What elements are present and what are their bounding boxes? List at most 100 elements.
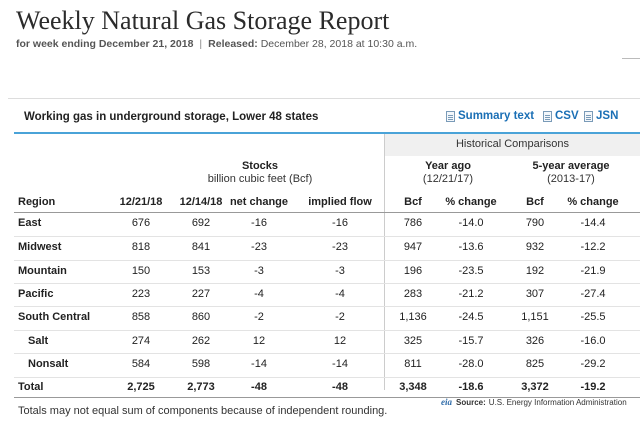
column-header: % change [445, 196, 497, 208]
table-cell: 598 [191, 358, 211, 370]
table-cell: 326 [525, 335, 545, 347]
row-divider [14, 283, 640, 284]
row-label: Midwest [18, 241, 62, 253]
table-cell: 2,725 [127, 381, 155, 393]
source-label: Source: [456, 397, 486, 407]
table-cell: -23.5 [458, 265, 484, 277]
table-cell: -23 [251, 241, 267, 253]
table-cell: 947 [403, 241, 423, 253]
table-cell: -23 [332, 241, 348, 253]
five-year-range: (2013-17) [547, 173, 595, 185]
table-cell: -2 [335, 311, 345, 323]
table-caption: Working gas in underground storage, Lowe… [24, 111, 319, 123]
table-cell: -24.5 [458, 311, 484, 323]
table-cell: 584 [131, 358, 151, 370]
report-meta: for week ending December 21, 2018 | Releas… [16, 38, 417, 50]
row-label: Salt [28, 335, 49, 347]
table-cell: 841 [191, 241, 211, 253]
year-ago-date: (12/21/17) [422, 173, 474, 185]
row-label: Mountain [18, 265, 67, 277]
stocks-group-header: Stocks billion cubic feet (Bcf) [180, 160, 340, 186]
table-cell: 227 [191, 288, 211, 300]
table-cell: -18.6 [458, 381, 484, 393]
row-divider [14, 236, 640, 237]
row-label: South Central [18, 311, 91, 323]
table-cell: -27.4 [580, 288, 606, 300]
table-cell: -16.0 [580, 335, 606, 347]
historical-divider [384, 156, 385, 390]
historical-comparisons-header: Historical Comparisons [384, 134, 640, 156]
summary-text-link[interactable]: Summary text [446, 110, 534, 122]
table-cell: -28.0 [458, 358, 484, 370]
table-cell: -13.6 [458, 241, 484, 253]
column-header: Region [18, 196, 56, 208]
row-divider [14, 306, 640, 307]
table-cell: 825 [525, 358, 545, 370]
csv-link[interactable]: CSV [543, 110, 579, 122]
table-cell: -21.2 [458, 288, 484, 300]
table-cell: 676 [131, 217, 151, 229]
table-cell: -12.2 [580, 241, 606, 253]
table-cell: 1,151 [521, 311, 549, 323]
table-cell: -48 [332, 381, 348, 393]
year-ago-title: Year ago [425, 160, 471, 172]
table-cell: -14 [251, 358, 267, 370]
table-cell: 262 [191, 335, 211, 347]
year-ago-group-header: Year ago (12/21/17) [398, 160, 498, 186]
csv-label: CSV [555, 110, 579, 122]
five-year-group-header: 5-year average (2013-17) [516, 160, 626, 186]
table-cell: -48 [251, 381, 267, 393]
table-cell: 153 [191, 265, 211, 277]
caption-underline [14, 132, 640, 134]
table-cell: 858 [131, 311, 151, 323]
table-cell: 860 [191, 311, 211, 323]
source-value: U.S. Energy Information Administration [488, 397, 627, 407]
table-cell: 932 [525, 241, 545, 253]
summary-text-label: Summary text [458, 110, 535, 122]
table-cell: -29.2 [580, 358, 606, 370]
table-cell: 283 [403, 288, 423, 300]
column-header: 12/14/18 [179, 196, 223, 208]
table-cell: -16 [332, 217, 348, 229]
column-header: 12/21/18 [119, 196, 163, 208]
table-cell: -14 [332, 358, 348, 370]
table-cell: -4 [254, 288, 264, 300]
row-label: Nonsalt [28, 358, 69, 370]
json-label: JSN [596, 110, 619, 122]
table-cell: 3,348 [399, 381, 427, 393]
table-cell: 12 [252, 335, 266, 347]
table-cell: 192 [525, 265, 545, 277]
table-cell: 274 [131, 335, 151, 347]
table-cell: -16 [251, 217, 267, 229]
table-cell: -14.0 [458, 217, 484, 229]
table-cell: -15.7 [458, 335, 484, 347]
table-cell: -21.9 [580, 265, 606, 277]
table-cell: 223 [131, 288, 151, 300]
table-cell: 692 [191, 217, 211, 229]
json-link[interactable]: JSN [584, 110, 618, 122]
table-cell: 307 [525, 288, 545, 300]
row-divider [14, 260, 640, 261]
row-label: East [18, 217, 42, 229]
released-value: December 28, 2018 at 10:30 a.m. [260, 38, 418, 50]
column-header: net change [229, 196, 289, 208]
table-cell: 786 [403, 217, 423, 229]
table-cell: 2,773 [187, 381, 215, 393]
column-header: % change [567, 196, 619, 208]
row-divider [14, 377, 640, 378]
table-cell: -4 [335, 288, 345, 300]
source-credit: eia Source: U.S. Energy Information Admi… [441, 397, 627, 407]
document-icon [446, 110, 455, 122]
table-cell: -25.5 [580, 311, 606, 323]
row-divider [14, 212, 640, 213]
table-card-border [8, 98, 640, 99]
table-cell: 325 [403, 335, 423, 347]
released-label: Released: [208, 38, 258, 50]
document-icon [543, 110, 552, 122]
table-cell: 790 [525, 217, 545, 229]
row-label: Pacific [18, 288, 54, 300]
table-cell: 150 [131, 265, 151, 277]
table-cell: -3 [254, 265, 264, 277]
row-divider [14, 330, 640, 331]
eia-logo: eia [441, 397, 452, 407]
